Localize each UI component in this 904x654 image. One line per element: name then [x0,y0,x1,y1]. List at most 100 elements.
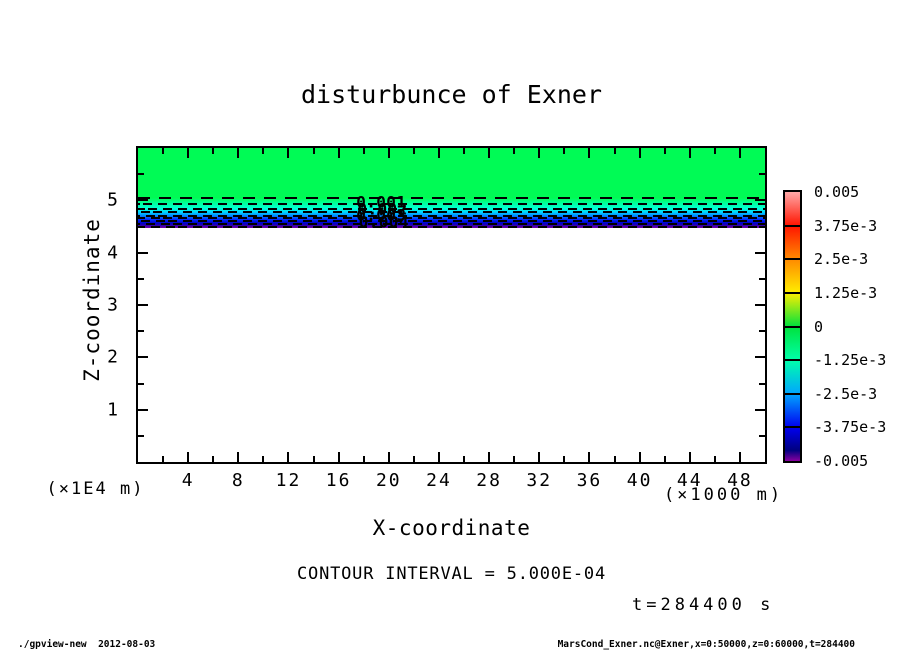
x-axis-tick [187,452,190,462]
x-axis-tick [538,148,541,158]
x-axis-tick [563,148,566,154]
contour-label: 0.001 [356,192,407,212]
x-axis-tick [463,456,466,462]
x-tick-label: 48 [727,470,753,491]
contour-line [138,207,765,210]
x-axis-tick [663,148,666,154]
x-tick-label: 16 [325,470,352,491]
chart-title: disturbunce of Exner [300,80,603,109]
x-axis-tick [387,452,390,462]
y-axis-tick [759,330,765,333]
y-axis-tick [138,330,144,333]
x-tick-label: 28 [476,470,502,491]
x-axis-tick [437,148,440,158]
x-axis-tick [287,452,290,462]
y-tick-label: 4 [107,242,118,264]
colorbar-label: 3.75e-3 [814,216,878,235]
y-axis-tick [138,434,144,437]
x-axis-tick [162,148,165,154]
contour-line [138,222,765,225]
colorbar [783,190,802,463]
footer-data-source: MarsCond_Exner.nc@Exner,x=0:50000,z=0:60… [557,639,855,650]
colorbar-separator [785,325,800,328]
x-axis-tick [337,452,340,462]
contour-line [138,214,765,217]
colorbar-label: -2.5e-3 [814,384,878,403]
y-tick-label: 5 [107,189,118,211]
colorbar-separator [785,392,800,395]
x-axis-tick [563,456,566,462]
x-axis-tick [287,148,290,158]
plot-area: 0.001 0.002 0.003 0.004 [136,146,767,464]
x-axis-tick [312,456,315,462]
x-axis-tick [488,148,491,158]
x-axis-tick [538,452,541,462]
x-axis-tick [187,148,190,158]
y-axis-tick [755,199,765,202]
x-tick-label: 36 [576,470,603,491]
x-axis-tick [738,148,741,158]
colorbar-label: 2.5e-3 [814,250,869,269]
colorbar-label: -0.005 [814,452,869,470]
x-axis-tick [738,452,741,462]
x-axis-tick [262,456,265,462]
contour-label: 0.003 [356,205,407,225]
colorbar-separator [785,224,800,227]
contour-label: 0.004 [358,212,409,232]
y-axis-tick [755,304,765,306]
x-axis-tick [513,148,516,154]
x-axis-tick [688,148,691,158]
contour-line [138,217,765,220]
x-axis-tick [513,456,516,462]
y-tick-label: 1 [107,399,118,421]
y-axis-tick [138,225,144,228]
y-axis-tick [138,408,148,411]
x-axis-tick [638,452,641,462]
time-annotation: t=284400 s [632,595,775,615]
colorbar-label: 0 [814,317,824,336]
x-axis-tick [237,452,240,462]
colorbar-separator [785,359,800,362]
contour-label: 0.002 [357,199,408,219]
x-tick-label: 4 [181,470,195,491]
x-axis-tick [638,148,641,158]
contour-line [138,197,765,200]
y-axis-tick [138,356,148,359]
contour-interval-text: CONTOUR INTERVAL = 5.000E-04 [297,564,606,584]
y-axis-tick [759,277,765,280]
x-axis-tick [262,148,265,154]
footer-tool-version: ./gpview-new 2012-08-03 [18,639,156,650]
y-axis-unit-label: (×1E4 m) [46,479,145,499]
x-axis-tick [362,456,365,462]
x-tick-label: 20 [375,470,402,491]
x-axis-tick [463,148,466,154]
x-axis-tick [437,452,440,462]
x-axis-tick [412,456,415,462]
colorbar-label: -3.75e-3 [814,418,887,437]
y-axis-tick [138,173,144,176]
x-axis-tick [387,148,390,158]
x-axis-tick [212,456,215,462]
x-axis-tick [362,148,365,154]
x-axis-tick [663,456,666,462]
y-axis-tick [759,225,765,228]
contour-line [138,225,765,228]
y-axis-tick [138,304,148,306]
y-axis-tick [755,408,765,411]
x-tick-label: 32 [526,470,553,491]
x-axis-tick [713,456,716,462]
y-axis-tick [755,251,765,254]
x-axis-unit-label: (×1000 m) [663,485,784,505]
x-tick-label: 12 [275,470,302,491]
x-axis-tick [613,456,616,462]
colorbar-separator [785,426,800,429]
y-axis-tick [759,382,765,385]
x-tick-label: 44 [676,470,703,491]
x-axis-tick [688,452,691,462]
contour-line [138,210,765,213]
x-tick-label: 8 [231,470,245,491]
y-axis-tick [138,382,144,385]
y-axis-tick [138,199,148,202]
colorbar-label: 1.25e-3 [814,283,878,302]
